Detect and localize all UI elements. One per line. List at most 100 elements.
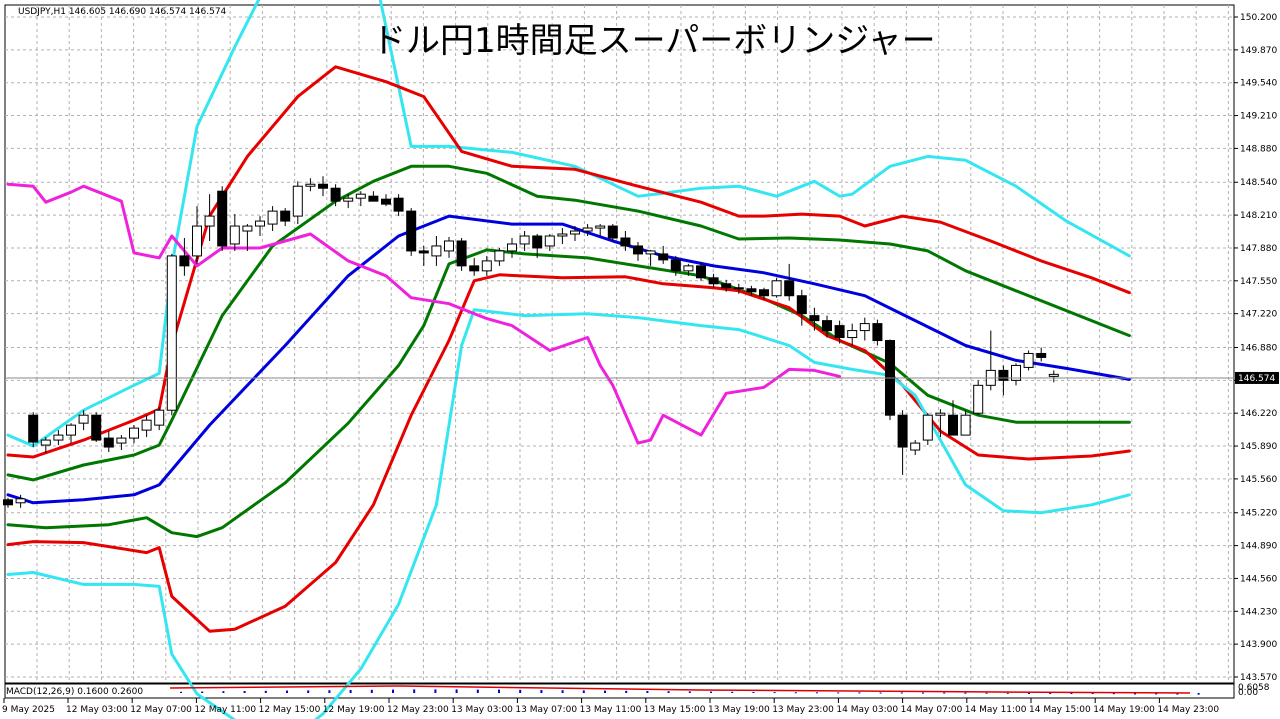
x-tick-label: 13 May 11:00: [580, 705, 642, 715]
candle: [645, 249, 656, 266]
candle-body-down: [368, 195, 379, 202]
candle: [305, 178, 316, 192]
candle-body-up: [204, 215, 215, 227]
macd-bar: [413, 689, 416, 693]
y-tick-label: 143.570: [1240, 673, 1277, 683]
candle: [393, 194, 404, 217]
candle-body-down: [330, 187, 341, 202]
candle-body-up: [645, 250, 656, 255]
candle-body-down: [1036, 352, 1047, 358]
candle: [444, 237, 454, 258]
candle: [872, 319, 883, 346]
candle: [620, 231, 631, 251]
macd-bar: [286, 690, 288, 693]
candle: [217, 186, 228, 251]
candle-body-up: [355, 193, 366, 199]
candle: [557, 228, 568, 244]
y-tick-label: 149.540: [1240, 79, 1277, 89]
candle: [66, 423, 76, 444]
candle-body-up: [507, 243, 517, 252]
candle-body-down: [670, 259, 681, 272]
macd-bar: [816, 692, 818, 694]
band-line-middle: [6, 214, 1131, 505]
candle: [15, 494, 26, 508]
macd-bar: [540, 690, 543, 693]
macd-bar: [922, 692, 924, 694]
candle-body-up: [557, 233, 568, 237]
y-tick-label: 147.550: [1240, 277, 1277, 287]
candle-body-up: [1048, 373, 1059, 377]
candle: [1048, 370, 1059, 383]
candle-body-up: [973, 384, 984, 414]
symbol-label: USDJPY,H1 146.605 146.690 146.574 146.57…: [18, 7, 227, 17]
candle-body-down: [91, 414, 102, 441]
macd-bar: [879, 692, 882, 694]
macd-bar: [985, 692, 988, 694]
x-tick-label: 12 May 11:00: [194, 705, 256, 715]
candle-body-up: [444, 240, 454, 252]
candle-body-up: [683, 265, 694, 272]
x-tick-label: 14 May 03:00: [836, 705, 898, 715]
candle-body-up: [570, 230, 580, 235]
band-line-chikou: [6, 182, 842, 445]
y-tick-label: 145.220: [1240, 509, 1277, 519]
current-price-tag: [1235, 371, 1279, 384]
candle-body-up: [922, 414, 933, 441]
candle: [998, 365, 1009, 396]
candle-body-down: [318, 183, 328, 189]
candle-body-up: [595, 225, 606, 229]
x-tick-label: 13 May 23:00: [772, 705, 834, 715]
macd-bar: [264, 690, 267, 693]
macd-bar: [349, 690, 352, 693]
candle: [192, 206, 202, 264]
band-line-lower3: [6, 308, 1131, 719]
candle-body-up: [1011, 364, 1021, 381]
candle-body-up: [305, 183, 316, 187]
candle: [507, 237, 517, 258]
candle: [733, 283, 744, 294]
band-line-upper2: [6, 65, 1131, 459]
candle-body-up: [494, 250, 505, 262]
y-tick-label: 149.210: [1240, 112, 1277, 122]
macd-bar: [243, 691, 246, 693]
y-tick-label: 146.880: [1240, 343, 1277, 353]
candle: [406, 208, 417, 256]
candle-body-down: [3, 499, 13, 506]
candle: [796, 289, 807, 326]
candle: [834, 320, 845, 344]
macd-bar: [1070, 693, 1073, 694]
candle: [280, 208, 291, 227]
macd-bar: [1006, 692, 1009, 694]
x-tick-label: 14 May 23:00: [1157, 705, 1219, 715]
x-tick-label: 13 May 03:00: [451, 705, 513, 715]
macd-axis-label: 0.00: [1238, 688, 1258, 698]
candle-body-up: [192, 225, 202, 257]
candle: [141, 415, 152, 438]
candle: [179, 237, 190, 276]
candle-body-down: [696, 265, 706, 279]
candle-body-up: [78, 414, 89, 424]
candle: [267, 206, 278, 232]
candle-body-down: [28, 414, 39, 443]
x-tick-label: 9 May 2025: [2, 705, 55, 715]
candle-body-down: [733, 287, 744, 290]
candle: [809, 307, 820, 331]
candle-body-down: [469, 265, 480, 272]
candle: [28, 412, 39, 448]
candle: [595, 224, 606, 237]
candle: [40, 437, 51, 454]
candle: [847, 323, 858, 346]
candle-body-down: [796, 295, 807, 315]
candle-body-up: [255, 220, 265, 227]
macd-bar: [1028, 693, 1030, 694]
macd-bar: [1091, 693, 1094, 694]
axes: 150.200 149.870 149.540 149.210 148.880 148.5…: [2, 13, 1279, 715]
candle-body-down: [280, 210, 291, 222]
candle-body-down: [822, 320, 832, 332]
macd-bar: [307, 690, 310, 693]
candle: [607, 224, 618, 241]
candle: [53, 430, 64, 446]
candle: [922, 413, 933, 446]
candle: [242, 224, 253, 251]
